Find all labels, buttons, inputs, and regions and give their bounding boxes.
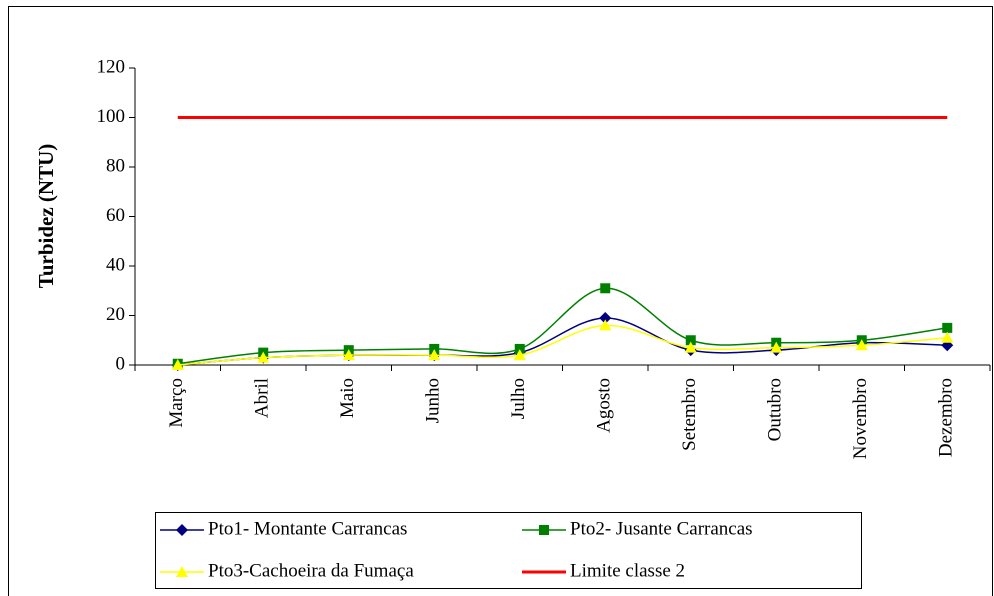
x-tick-label: Abril — [252, 378, 273, 418]
x-tick-label: Novembro — [850, 378, 871, 459]
x-tick-label: Setembro — [679, 378, 700, 451]
series-line — [177, 324, 948, 366]
data-point — [770, 341, 783, 353]
legend-label: Pto2- Jusante Carrancas — [570, 518, 753, 539]
data-point — [599, 311, 612, 324]
data-point — [429, 343, 440, 354]
x-tick-label: Agosto — [594, 378, 615, 433]
x-tick-label: Julho — [508, 378, 529, 419]
series-line — [177, 287, 948, 365]
data-point — [513, 349, 526, 361]
y-tick-label: 20 — [106, 304, 125, 325]
data-point — [855, 339, 868, 351]
data-point — [685, 335, 696, 346]
data-point — [600, 283, 611, 294]
y-tick-label: 40 — [106, 254, 125, 275]
legend — [155, 512, 862, 589]
y-tick-label: 60 — [106, 205, 125, 226]
y-tick-label: 120 — [97, 56, 126, 77]
legend-label: Pto3-Cachoeira da Fumaça — [208, 560, 414, 581]
y-tick-label: 100 — [97, 106, 126, 127]
x-tick-label: Outubro — [765, 378, 786, 441]
data-point — [171, 359, 184, 370]
data-point — [684, 341, 697, 353]
x-tick-label: Maio — [337, 378, 358, 418]
x-tick-label: Junho — [423, 378, 444, 423]
data-point — [257, 351, 270, 363]
x-tick-label: Março — [166, 378, 187, 428]
y-axis-title: Turbidez (NTU) — [34, 144, 58, 289]
data-point — [942, 322, 953, 333]
x-tick-label: Dezembro — [936, 378, 957, 457]
data-point — [941, 331, 954, 343]
legend-label: Pto1- Montante Carrancas — [208, 518, 407, 539]
legend-marker — [176, 524, 188, 536]
legend-label: Limite classe 2 — [570, 560, 685, 581]
y-tick-label: 0 — [116, 353, 126, 374]
y-tick-label: 80 — [106, 155, 125, 176]
legend-marker — [176, 566, 188, 577]
chart-frame — [8, 6, 993, 596]
legend-marker — [539, 525, 549, 535]
data-point — [514, 343, 525, 354]
data-point — [599, 319, 612, 331]
data-point — [428, 349, 441, 361]
data-point — [342, 349, 355, 361]
